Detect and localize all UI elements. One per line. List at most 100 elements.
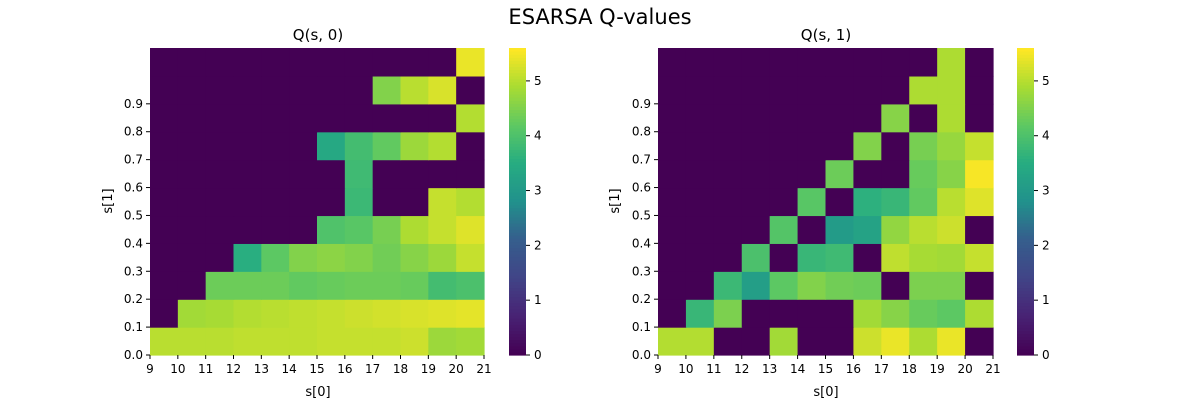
heatmap-cell — [769, 75, 799, 105]
colorbar-segment — [1017, 226, 1034, 230]
heatmap-cell — [769, 103, 799, 133]
colorbar-segment — [509, 103, 526, 107]
colorbar-tick-label: 3 — [534, 184, 542, 198]
heatmap-cell — [881, 75, 910, 105]
heatmap-cell — [713, 187, 743, 217]
colorbar-segment — [509, 345, 526, 350]
colorbar-segment — [509, 140, 526, 144]
colorbar-segment — [509, 192, 526, 196]
heatmap-cell — [881, 299, 910, 328]
colorbar-segment — [1017, 112, 1034, 117]
colorbar-segment — [1017, 100, 1034, 104]
colorbar-segment — [1017, 54, 1034, 58]
colorbar-segment — [509, 256, 526, 261]
colorbar-segment — [509, 127, 526, 132]
colorbar-segment — [1017, 232, 1034, 236]
colorbar-segment — [509, 94, 526, 98]
heatmap-cell — [881, 243, 910, 272]
heatmap-cell — [150, 131, 179, 161]
heatmap-cell — [658, 243, 687, 272]
colorbar-segment — [509, 290, 526, 295]
heatmap-cell — [853, 299, 882, 328]
colorbar-segment — [509, 305, 526, 310]
heatmap-cell — [713, 48, 743, 77]
colorbar-segment — [1017, 90, 1034, 95]
y-tick-label: 0.4 — [124, 236, 143, 250]
colorbar-segment — [509, 293, 526, 298]
heatmap-cell — [965, 131, 994, 161]
heatmap-cell — [261, 327, 290, 356]
x-tick-label: 11 — [198, 362, 213, 376]
heatmap-cell — [825, 327, 855, 356]
heatmap-cell — [853, 103, 882, 133]
colorbar-segment — [509, 204, 526, 209]
heatmap-cell — [853, 75, 882, 105]
heatmap-cell — [797, 187, 827, 217]
heatmap-cell — [344, 299, 374, 328]
heatmap-cell — [965, 187, 994, 217]
heatmap-cell — [344, 48, 374, 77]
colorbar-segment — [1017, 127, 1034, 132]
colorbar-segment — [509, 195, 526, 200]
heatmap-cell — [797, 271, 827, 300]
colorbar-segment — [1017, 330, 1034, 335]
colorbar-segment — [509, 339, 526, 344]
y-axis-label: s[1] — [608, 188, 623, 213]
heatmap-cell — [317, 75, 346, 105]
colorbar-segment — [1017, 318, 1034, 322]
colorbar-segment — [509, 296, 526, 301]
colorbar-segment — [1017, 204, 1034, 209]
heatmap-cell — [233, 187, 262, 217]
colorbar-segment — [1017, 269, 1034, 273]
colorbar-tick-label: 0 — [534, 348, 542, 362]
heatmap-cell — [233, 299, 262, 328]
heatmap-cell — [825, 243, 855, 272]
colorbar-segment — [509, 121, 526, 126]
heatmap-cell — [317, 103, 346, 133]
colorbar-segment — [1017, 296, 1034, 301]
heatmap-cell — [177, 131, 207, 161]
heatmap-cell — [205, 243, 235, 272]
heatmap-cell — [853, 271, 882, 300]
colorbar-segment — [509, 48, 526, 52]
heatmap-cell — [769, 243, 799, 272]
heatmap-cell — [372, 327, 402, 356]
heatmap-cell — [456, 131, 485, 161]
heatmap-cell — [741, 187, 771, 217]
x-tick-label: 21 — [476, 362, 491, 376]
heatmap-cell — [344, 75, 374, 105]
heatmap-cell — [289, 215, 318, 244]
heatmap-cell — [658, 215, 687, 244]
heatmap-cell — [909, 271, 938, 300]
heatmap-cell — [909, 48, 938, 77]
colorbar-segment — [1017, 259, 1034, 264]
colorbar-segment — [1017, 253, 1034, 258]
heatmap-cell — [261, 48, 290, 77]
heatmap-cell — [177, 48, 207, 77]
heatmap-cell — [177, 271, 207, 300]
x-tick-label: 15 — [309, 362, 324, 376]
heatmap-cell — [344, 243, 374, 272]
heatmap-cell — [428, 103, 457, 133]
heatmap-cell — [685, 187, 715, 217]
heatmap-cell — [150, 103, 179, 133]
colorbar-segment — [509, 247, 526, 252]
heatmap-cell — [400, 131, 429, 161]
heatmap-cell — [769, 48, 799, 77]
colorbar-segment — [509, 348, 526, 353]
colorbar-segment — [509, 278, 526, 282]
heatmap-cell — [741, 271, 771, 300]
colorbar-segment — [1017, 222, 1034, 227]
y-tick-label: 0.2 — [124, 292, 143, 306]
colorbar-segment — [509, 351, 526, 356]
colorbar-segment — [1017, 192, 1034, 196]
heatmap-cell — [428, 271, 457, 300]
colorbar-tick-label: 5 — [534, 74, 542, 88]
colorbar-segment — [1017, 299, 1034, 304]
x-tick-label: 19 — [421, 362, 436, 376]
colorbar-segment — [509, 167, 526, 172]
colorbar-segment — [509, 308, 526, 313]
colorbar-segment — [509, 201, 526, 206]
heatmap-cell — [685, 243, 715, 272]
